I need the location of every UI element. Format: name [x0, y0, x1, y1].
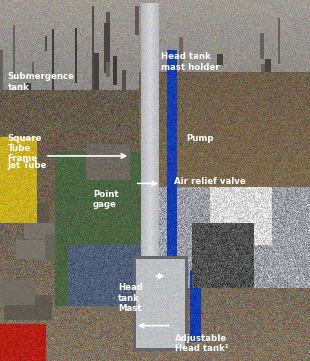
Text: Adjustable
Head tank¹: Adjustable Head tank¹	[175, 334, 229, 353]
Text: Air relief valve: Air relief valve	[174, 177, 245, 186]
Text: Square
Tube
Frame: Square Tube Frame	[8, 134, 42, 164]
Text: Head tank
mast holder: Head tank mast holder	[161, 52, 220, 72]
Text: Submergence
tank: Submergence tank	[8, 72, 75, 92]
Text: Point
gage: Point gage	[93, 190, 119, 209]
Text: Jet Tube: Jet Tube	[8, 161, 47, 170]
Text: Head
tank
Mast: Head tank Mast	[118, 283, 143, 313]
Text: Pump: Pump	[186, 134, 214, 143]
